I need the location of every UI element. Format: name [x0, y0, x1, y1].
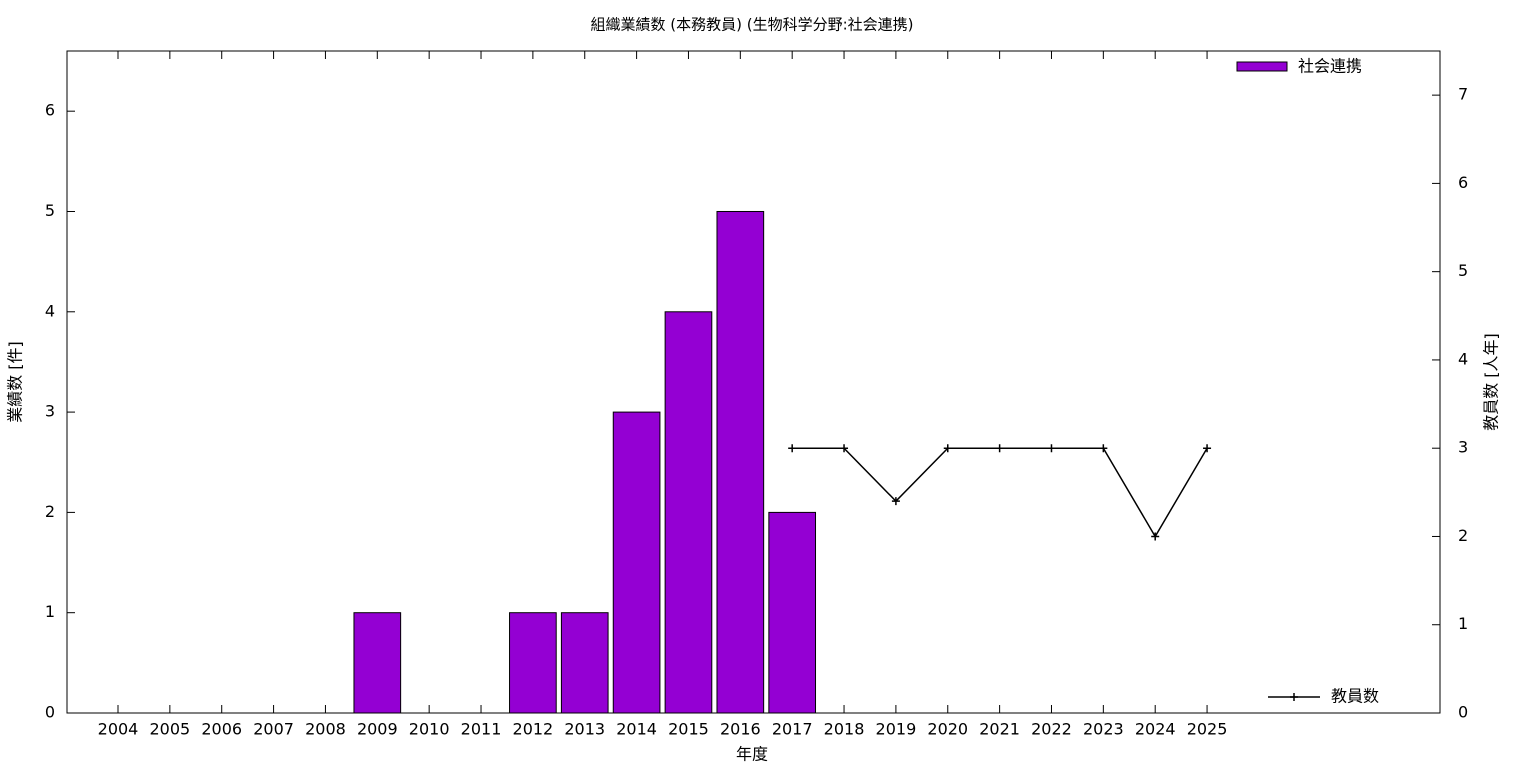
y2-tick-label: 2: [1458, 526, 1468, 545]
y-tick-label: 2: [45, 502, 55, 521]
x-tick-label: 2015: [668, 720, 709, 739]
bar: [716, 210, 765, 714]
point: [1203, 444, 1212, 453]
x-tick-label: 2008: [305, 720, 346, 739]
x-tick-label: 2016: [720, 720, 761, 739]
bar: [353, 612, 402, 714]
x-tick-label: 2004: [98, 720, 139, 739]
y2-tick-label: 5: [1458, 261, 1468, 280]
line: [792, 447, 1208, 538]
point: [1099, 444, 1108, 453]
y-tick-label: 6: [45, 101, 55, 120]
bar: [664, 311, 713, 714]
x-tick-label: 2012: [513, 720, 554, 739]
x-tick-label: 2025: [1187, 720, 1228, 739]
bar: [612, 411, 661, 714]
legend-swatch: [1236, 61, 1288, 72]
bar: [560, 612, 609, 714]
legend-label: 社会連携: [1298, 57, 1362, 76]
y-tick-label: 0: [45, 703, 55, 722]
x-tick-label: 2018: [824, 720, 865, 739]
x-tick-label: 2014: [616, 720, 657, 739]
point: [788, 444, 797, 453]
y-tick-label: 5: [45, 201, 55, 220]
x-tick-label: 2019: [876, 720, 917, 739]
bar: [509, 612, 557, 714]
x-axis-label: 年度: [736, 745, 768, 764]
x-tick-label: 2011: [461, 720, 502, 739]
x-tick-label: 2010: [409, 720, 450, 739]
x-tick-label: 2013: [564, 720, 605, 739]
y-axis-label: 業績数 [件]: [6, 341, 25, 423]
y2-tick-label: 3: [1458, 438, 1468, 457]
point: [1047, 444, 1056, 453]
y2-tick-label: 6: [1458, 173, 1468, 192]
x-tick-label: 2021: [979, 720, 1020, 739]
y-tick-label: 1: [45, 602, 55, 621]
point: [995, 444, 1004, 453]
x-tick-label: 2024: [1135, 720, 1176, 739]
point: [840, 444, 849, 453]
y-tick-label: 4: [45, 301, 55, 320]
x-tick-label: 2006: [201, 720, 242, 739]
y2-tick-label: 1: [1458, 614, 1468, 633]
point: [1151, 532, 1160, 541]
x-tick-label: 2017: [772, 720, 813, 739]
bar: [768, 511, 817, 714]
chart-title: 組織業績数 (本務教員) (生物科学分野:社会連携): [590, 16, 913, 34]
y2-tick-label: 0: [1458, 703, 1468, 722]
x-tick-label: 2023: [1083, 720, 1124, 739]
x-tick-label: 2022: [1031, 720, 1072, 739]
legend-point: [1290, 693, 1298, 701]
x-tick-label: 2020: [927, 720, 968, 739]
point: [943, 444, 952, 453]
point: [891, 497, 900, 506]
legend-label: 教員数: [1331, 687, 1379, 706]
y2-tick-label: 4: [1458, 349, 1468, 368]
x-tick-label: 2009: [357, 720, 398, 739]
y2-tick-label: 7: [1458, 85, 1468, 104]
y-tick-label: 3: [45, 402, 55, 421]
y2-axis-label: 教員数 [人年]: [1482, 333, 1501, 431]
x-tick-label: 2007: [253, 720, 294, 739]
x-tick-label: 2005: [150, 720, 191, 739]
